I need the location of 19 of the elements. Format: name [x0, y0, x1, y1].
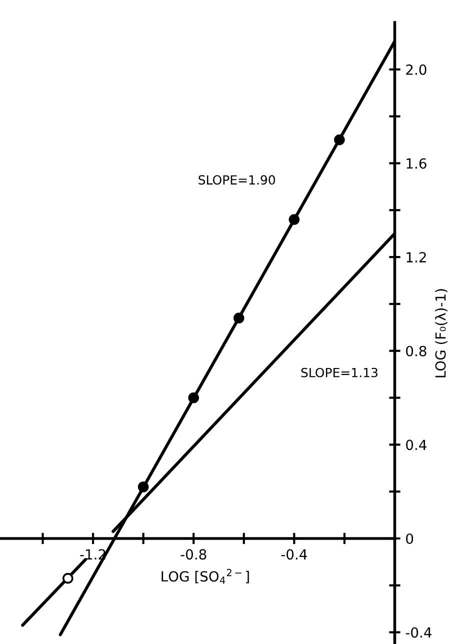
- y-tick-label: 1.6: [406, 158, 426, 169]
- x-tick-label: -0.8: [180, 549, 206, 560]
- x-tick-label: -0.4: [281, 549, 307, 560]
- y-tick-label: -0.4: [406, 627, 432, 638]
- point: [288, 214, 300, 225]
- point: [233, 312, 244, 324]
- y-tick-label: 0.4: [406, 440, 426, 450]
- x-axis-title: LOG [SO$_{4}$$^{2−}$]: [162, 568, 249, 584]
- point: [62, 572, 74, 584]
- y-tick-label: 2.0: [406, 64, 426, 75]
- y-axis-title: LOG (F₀(λ)-1): [435, 289, 448, 378]
- annotation: SLOPE=1.90: [198, 175, 276, 185]
- point: [138, 481, 149, 492]
- y-tick-label: 1.2: [406, 252, 426, 262]
- point: [188, 392, 200, 404]
- y-tick-label: 0.8: [406, 346, 426, 356]
- y-tick-label: 0: [406, 533, 414, 544]
- annotation: SLOPE=1.13: [301, 368, 378, 378]
- point: [334, 134, 345, 146]
